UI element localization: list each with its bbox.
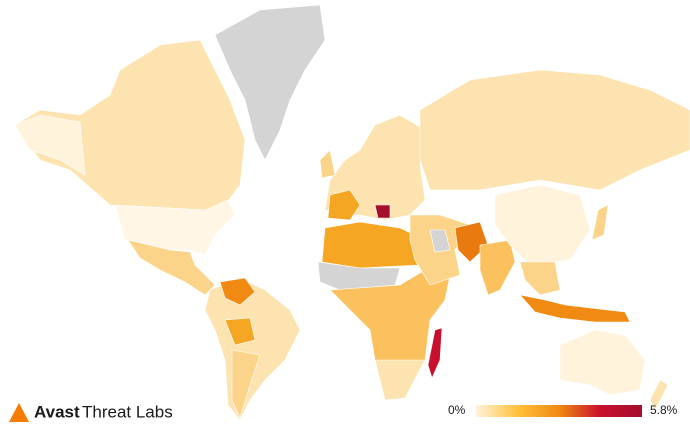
venezuela bbox=[219, 277, 256, 306]
legend: 0% 5.8% bbox=[448, 403, 678, 417]
legend-label: 0% bbox=[448, 403, 466, 417]
india bbox=[479, 239, 516, 296]
japan bbox=[591, 204, 609, 241]
north-africa bbox=[321, 221, 426, 269]
australia bbox=[559, 329, 646, 396]
logo-product: Threat Labs bbox=[82, 402, 173, 421]
china bbox=[494, 184, 591, 266]
southeast-asia bbox=[519, 261, 561, 296]
arabia-gray bbox=[429, 229, 451, 253]
indonesia bbox=[519, 294, 631, 323]
madagascar bbox=[427, 327, 443, 379]
bolivia bbox=[224, 317, 256, 346]
world-map bbox=[14, 4, 690, 421]
south-america bbox=[204, 277, 301, 421]
logo: Avast Threat Labs bbox=[9, 402, 173, 422]
greenland bbox=[214, 4, 326, 161]
south-africa bbox=[374, 359, 426, 401]
legend-label: 5.8% bbox=[650, 403, 678, 417]
russia bbox=[419, 69, 690, 191]
france-spain bbox=[327, 189, 361, 221]
logo-icon bbox=[9, 403, 29, 422]
legend-gradient bbox=[476, 405, 642, 417]
logo-brand: Avast bbox=[34, 402, 80, 421]
uk bbox=[319, 149, 336, 179]
balkans bbox=[374, 204, 391, 219]
argentina bbox=[231, 349, 261, 419]
sahel bbox=[317, 261, 401, 291]
alaska bbox=[14, 114, 86, 176]
new-zealand bbox=[649, 379, 669, 411]
